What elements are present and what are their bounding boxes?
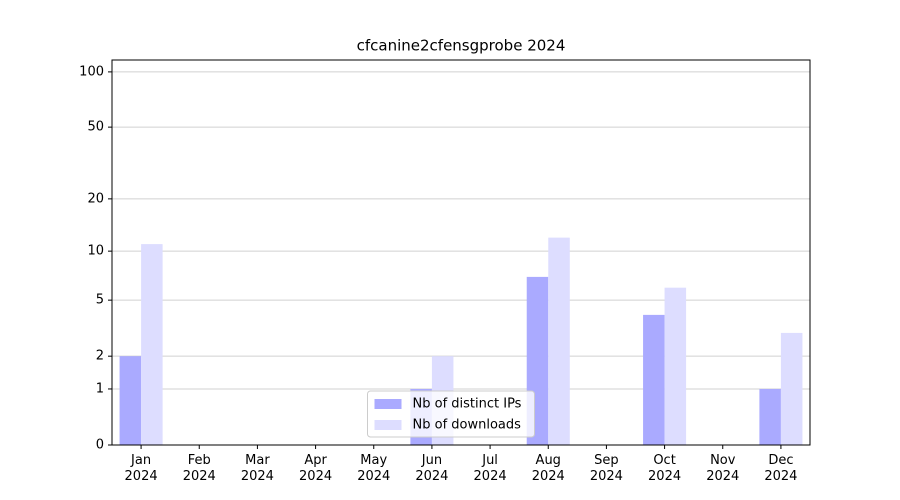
bar bbox=[119, 356, 142, 445]
legend-label: Nb of downloads bbox=[413, 418, 522, 433]
x-tick-label: Feb 2024 bbox=[182, 453, 216, 484]
x-tick-label: Apr 2024 bbox=[299, 453, 333, 484]
legend-frame bbox=[367, 390, 535, 438]
legend-swatch bbox=[374, 420, 402, 430]
x-tick-label: Jun 2024 bbox=[415, 453, 449, 484]
y-tick-label: 5 bbox=[96, 293, 104, 308]
legend-swatch bbox=[374, 399, 402, 409]
y-tick-label: 100 bbox=[79, 64, 104, 79]
y-tick-label: 1 bbox=[96, 381, 104, 396]
bar bbox=[664, 287, 687, 445]
bar bbox=[759, 388, 781, 445]
bar bbox=[141, 244, 163, 445]
legend: Nb of distinct IPs Nb of downloads bbox=[367, 390, 535, 438]
bar bbox=[780, 332, 803, 445]
x-tick-label: May 2024 bbox=[357, 453, 391, 484]
x-tick-label: Jul 2024 bbox=[473, 453, 507, 484]
bar bbox=[643, 314, 665, 445]
x-tick-label: Mar 2024 bbox=[240, 453, 274, 484]
y-tick-label: 20 bbox=[87, 191, 104, 206]
y-tick-label: 2 bbox=[96, 349, 104, 364]
x-tick-label: Jan 2024 bbox=[124, 453, 158, 484]
x-tick-label: Aug 2024 bbox=[531, 453, 565, 484]
x-tick-label: Oct 2024 bbox=[648, 453, 682, 484]
bar bbox=[548, 237, 570, 445]
legend-label: Nb of distinct IPs bbox=[413, 397, 522, 412]
y-tick-label: 10 bbox=[87, 244, 104, 259]
y-tick-label: 0 bbox=[96, 438, 104, 453]
y-tick-label: 50 bbox=[87, 120, 104, 135]
x-tick-label: Sep 2024 bbox=[589, 453, 623, 484]
x-tick-label: Dec 2024 bbox=[764, 453, 798, 484]
x-tick-label: Nov 2024 bbox=[706, 453, 740, 484]
chart-title: cfcanine2cfensgprobe 2024 bbox=[357, 37, 566, 55]
plot-frame bbox=[111, 59, 811, 446]
